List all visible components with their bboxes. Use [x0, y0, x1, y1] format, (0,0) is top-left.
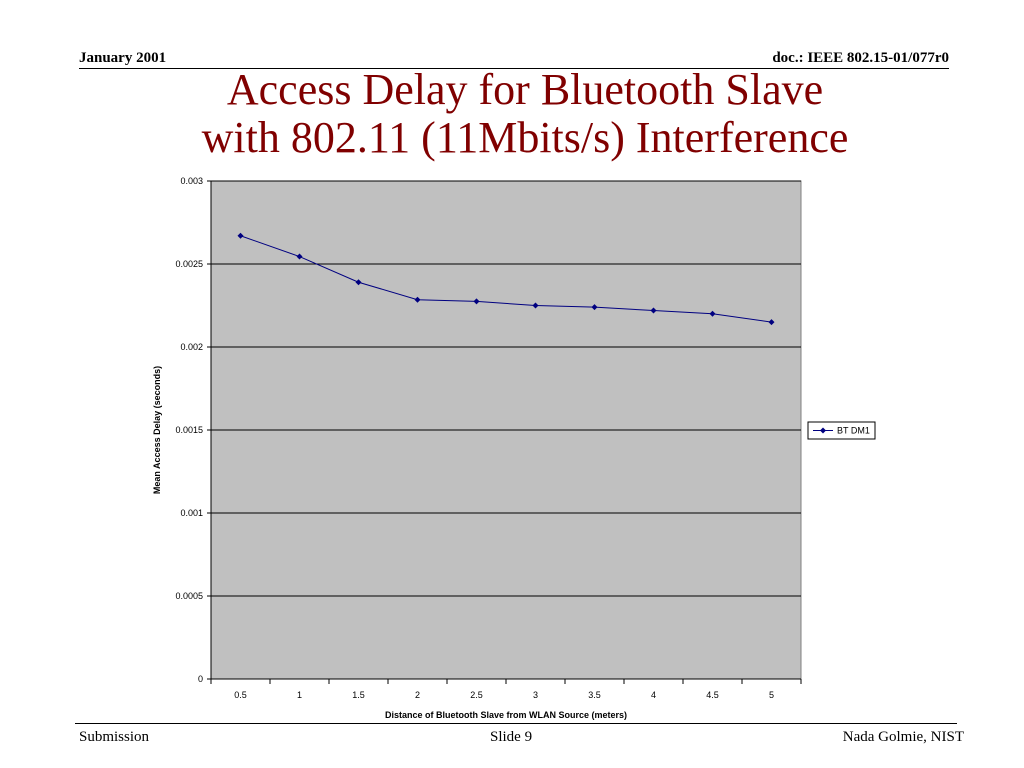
footer-slide-number: Slide 9: [490, 729, 533, 745]
x-tick-label: 4: [651, 690, 656, 700]
data-point: [650, 307, 657, 314]
legend-marker: [820, 427, 826, 434]
legend-label: BT DM1: [837, 426, 870, 436]
data-point: [414, 296, 421, 303]
y-tick-label: 0.0025: [175, 259, 203, 269]
series-line: [240, 235, 772, 323]
x-tick-label: 3.5: [588, 690, 601, 700]
header-date: January 2001: [79, 50, 167, 66]
footer-divider: [75, 723, 957, 724]
slide-title-line1: Access Delay for Bluetooth Slave: [226, 65, 824, 114]
y-tick-label: 0: [198, 674, 203, 684]
header-divider: [79, 68, 949, 69]
data-point: [237, 232, 244, 239]
x-axis-title: Distance of Bluetooth Slave from WLAN So…: [385, 710, 627, 720]
y-axis-title: Mean Access Delay (seconds): [152, 366, 162, 494]
slide-title-line2: with 802.11 (11Mbits/s) Interference: [201, 113, 849, 162]
slide-title: Access Delay for Bluetooth Slave with 80…: [0, 66, 1024, 162]
x-tick-label: 2: [415, 690, 420, 700]
y-tick-label: 0.0015: [175, 425, 203, 435]
x-tick-label: 1: [297, 690, 302, 700]
x-tick-label: 5: [769, 690, 774, 700]
y-tick-label: 0.0005: [175, 591, 203, 601]
header-doc-id: doc.: IEEE 802.15-01/077r0: [772, 50, 949, 66]
y-tick-label: 0.002: [180, 342, 203, 352]
y-tick-label: 0.003: [180, 176, 203, 186]
data-point: [355, 279, 362, 286]
data-point: [709, 310, 716, 317]
data-point: [591, 304, 598, 311]
data-point: [768, 319, 775, 326]
x-tick-label: 4.5: [706, 690, 719, 700]
data-point: [296, 253, 303, 260]
footer-author: Nada Golmie, NIST: [842, 729, 964, 745]
data-point: [532, 302, 539, 309]
y-tick-label: 0.001: [180, 508, 203, 518]
legend-box: [807, 421, 876, 440]
x-tick-label: 0.5: [234, 690, 247, 700]
x-tick-label: 2.5: [470, 690, 483, 700]
x-tick-label: 1.5: [352, 690, 365, 700]
footer-submission: Submission: [79, 729, 150, 745]
data-point: [473, 298, 480, 305]
x-tick-label: 3: [533, 690, 538, 700]
